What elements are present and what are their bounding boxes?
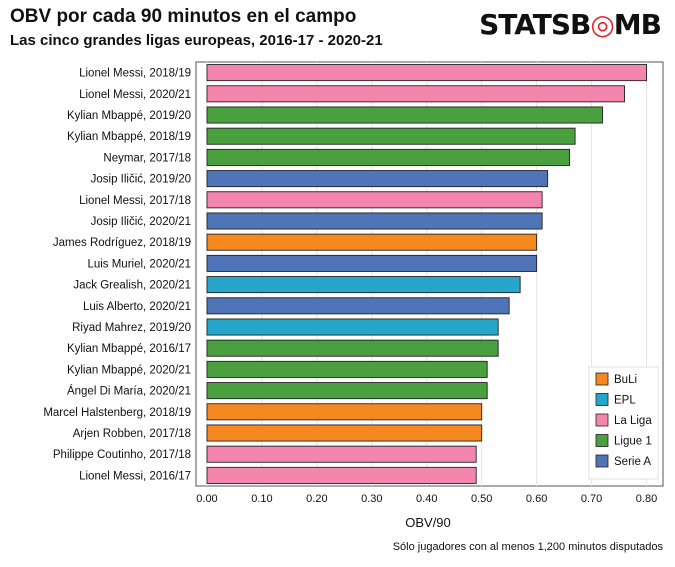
x-tick-labels: 0.00 0.10 0.20 0.30 0.40 0.50 0.60 0.70 0.80	[196, 493, 657, 505]
category-label: Marcel Halstenberg, 2018/19	[43, 407, 191, 419]
category-label: Lionel Messi, 2018/19	[79, 68, 191, 80]
legend: BuLi EPL La Liga Ligue 1 Serie A	[588, 366, 659, 480]
bar	[206, 424, 483, 442]
category-label: Lionel Messi, 2017/18	[79, 195, 191, 207]
chart-title: OBV por cada 90 minutos en el campo	[10, 6, 357, 27]
bar	[206, 403, 483, 421]
bar	[206, 360, 488, 378]
legend-label: La Liga	[614, 415, 652, 427]
x-tick-label: 0.80	[636, 493, 657, 505]
category-label: Riyad Mahrez, 2019/20	[72, 322, 191, 334]
bar	[206, 276, 521, 294]
logo-text-mb: MB	[613, 8, 662, 41]
bar	[206, 64, 647, 82]
category-label: Kylian Mbappé, 2020/21	[67, 364, 191, 376]
bar	[206, 233, 538, 251]
category-label: Jack Grealish, 2020/21	[73, 280, 191, 292]
category-label: Luis Alberto, 2020/21	[83, 301, 191, 313]
bar	[206, 382, 488, 400]
bar	[206, 85, 625, 103]
bar	[206, 318, 499, 336]
x-axis-title: OBV/90	[405, 515, 451, 530]
legend-swatch	[595, 372, 609, 386]
bar	[206, 254, 538, 272]
x-tick-label: 0.10	[251, 493, 272, 505]
x-tick-label: 0.50	[471, 493, 492, 505]
category-label: Lionel Messi, 2020/21	[79, 89, 191, 101]
x-tick-label: 0.00	[196, 493, 217, 505]
x-tick-label: 0.60	[526, 493, 547, 505]
bar	[206, 170, 549, 188]
legend-label: BuLi	[614, 374, 637, 386]
category-label: Kylian Mbappé, 2018/19	[67, 131, 191, 143]
category-label: Neymar, 2017/18	[103, 152, 191, 164]
bar	[206, 127, 576, 145]
bar	[206, 445, 477, 463]
x-tick-label: 0.30	[361, 493, 382, 505]
legend-swatch	[595, 454, 609, 468]
category-label: Josip Iličić, 2020/21	[91, 216, 191, 228]
x-tick-label: 0.20	[306, 493, 327, 505]
category-labels: Lionel Messi, 2018/19 Lionel Messi, 2020/…	[43, 68, 191, 483]
legend-swatch	[595, 413, 609, 427]
category-label: Ángel Di María, 2020/21	[67, 385, 191, 398]
x-tick-label: 0.40	[416, 493, 437, 505]
logo-text-stats: STATS	[479, 8, 571, 41]
logo-bomb-icon: ◎	[590, 8, 614, 41]
category-label: Philippe Coutinho, 2017/18	[53, 449, 191, 461]
statsbomb-logo: STATSB◎MB	[479, 8, 662, 41]
category-label: Josip Iličić, 2019/20	[91, 174, 191, 186]
bar	[206, 466, 477, 484]
bar	[206, 191, 543, 209]
bar	[206, 106, 604, 124]
x-tick-label: 0.70	[581, 493, 602, 505]
category-label: Kylian Mbappé, 2019/20	[67, 110, 191, 122]
legend-label: EPL	[614, 395, 636, 407]
category-label: Arjen Robben, 2017/18	[73, 428, 191, 440]
category-label: Luis Muriel, 2020/21	[87, 258, 191, 270]
bar	[206, 148, 571, 166]
bars	[206, 64, 647, 484]
category-label: Kylian Mbappé, 2016/17	[67, 343, 191, 355]
legend-swatch	[595, 434, 609, 447]
legend-label: Serie A	[614, 456, 651, 468]
bar	[206, 339, 499, 357]
logo-text-b: B	[570, 8, 591, 41]
bar	[206, 297, 510, 315]
category-label: Lionel Messi, 2016/17	[79, 470, 191, 482]
footnote: Sólo jugadores con al menos 1,200 minuto…	[392, 541, 663, 553]
bar	[206, 212, 543, 230]
legend-swatch	[595, 393, 609, 406]
category-label: James Rodríguez, 2018/19	[53, 237, 191, 249]
legend-label: Ligue 1	[614, 436, 652, 448]
chart-subtitle: Las cinco grandes ligas europeas, 2016-1…	[10, 32, 383, 49]
